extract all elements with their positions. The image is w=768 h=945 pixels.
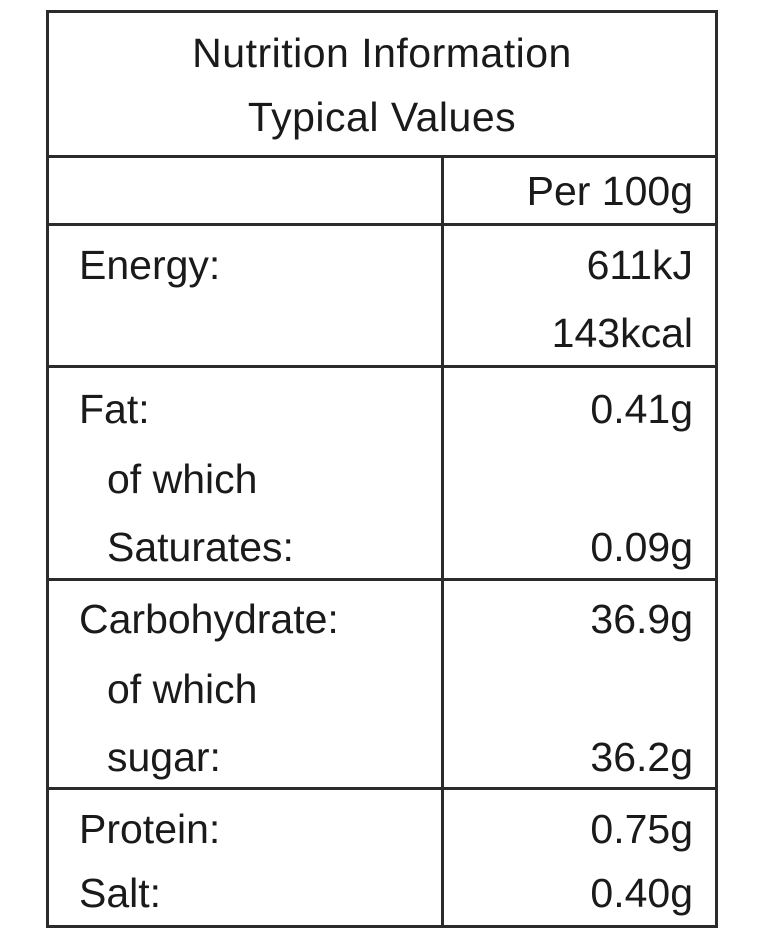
divider-fat: [49, 578, 715, 581]
sugar-value: 36.2g: [590, 734, 693, 780]
divider-carbohydrate: [49, 787, 715, 790]
label-title: Nutrition Information: [192, 30, 572, 76]
fat-value: 0.41g: [590, 386, 693, 432]
carbohydrate-value: 36.9g: [590, 596, 693, 642]
divider-header: [49, 155, 715, 158]
salt-label: Salt:: [79, 870, 162, 916]
label-subtitle: Typical Values: [247, 94, 517, 140]
divider-energy: [49, 365, 715, 368]
fat-of-which: of which: [107, 456, 258, 502]
nutrition-label: Nutrition Information Typical Values Per…: [46, 10, 718, 928]
carbohydrate-of-which: of which: [107, 666, 258, 712]
protein-label: Protein:: [79, 806, 221, 852]
saturates-label: Saturates:: [107, 524, 294, 570]
divider-column-header: [49, 223, 715, 226]
salt-value: 0.40g: [590, 870, 693, 916]
energy-kcal-value: 143kcal: [551, 310, 693, 356]
carbohydrate-label: Carbohydrate:: [79, 596, 339, 642]
energy-kj-value: 611kJ: [586, 242, 693, 288]
column-header-per-100g: Per 100g: [526, 168, 693, 214]
sugar-label: sugar:: [107, 734, 221, 780]
saturates-value: 0.09g: [590, 524, 693, 570]
fat-label: Fat:: [79, 386, 150, 432]
column-divider: [441, 158, 444, 925]
protein-value: 0.75g: [590, 806, 693, 852]
energy-label: Energy:: [79, 242, 221, 288]
